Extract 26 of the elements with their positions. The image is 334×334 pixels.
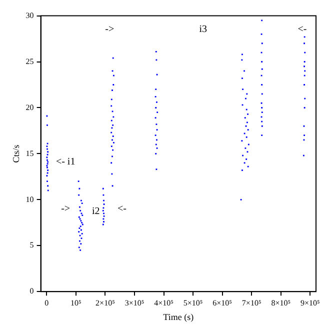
x-axis-title: Time (s)	[163, 312, 194, 322]
annotation: ->	[61, 203, 70, 214]
y-axis-title: Cts/s	[10, 144, 21, 163]
y-tick-label: 0	[30, 286, 34, 296]
x-tick-label: 4×10⁵	[154, 298, 174, 308]
x-tick-label: 9×10⁵	[300, 298, 320, 308]
annotation: i2	[92, 206, 100, 218]
x-tick-label: 10⁵	[70, 298, 82, 308]
annotation: <-	[298, 24, 307, 36]
y-tick-label: 20	[26, 102, 34, 112]
y-tick-label: 10	[26, 194, 34, 204]
x-tick-label: 2×10⁵	[96, 298, 116, 308]
annotation: <-	[117, 203, 126, 214]
x-tick-label: 5×10⁵	[183, 298, 203, 308]
y-tick-label: 5	[30, 240, 34, 250]
x-tick-label: 8×10⁵	[271, 298, 291, 308]
y-tick-label: 25	[26, 56, 34, 66]
x-tick-label: 0	[44, 298, 49, 308]
annotation: ->	[105, 24, 114, 36]
x-tick-label: 3×10⁵	[124, 298, 144, 308]
x-tick-label: 7×10⁵	[242, 298, 262, 308]
x-tick-label: 6×10⁵	[212, 298, 232, 308]
annotation: <- i1	[56, 156, 76, 168]
y-tick-label: 15	[26, 148, 34, 158]
annotation: i3	[199, 24, 208, 36]
y-tick-label: 30	[26, 10, 34, 20]
